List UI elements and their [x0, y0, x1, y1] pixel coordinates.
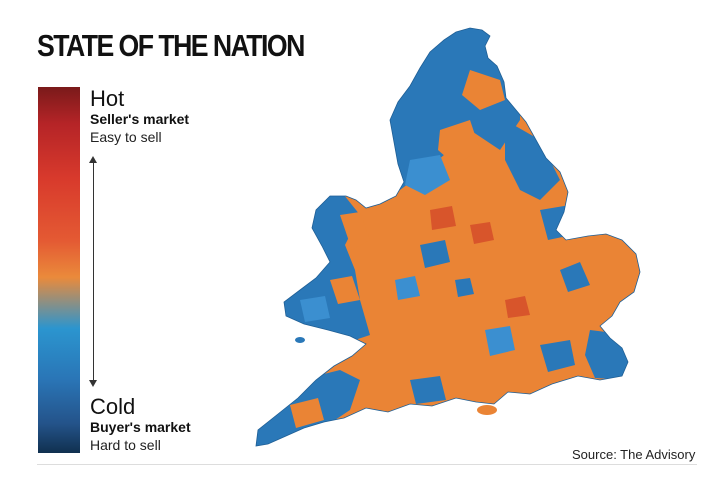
page-title: STATE OF THE NATION: [37, 28, 305, 63]
source-credit: Source: The Advisory: [572, 447, 696, 462]
legend-cold-market: Buyer's market: [90, 419, 191, 435]
legend-hot-label: Hot: [90, 86, 125, 111]
isle-of-wight: [477, 405, 497, 415]
legend-arrow-line: [93, 160, 94, 382]
arrow-down-icon: [89, 380, 97, 387]
map-regions: [256, 28, 640, 446]
legend-cold-label: Cold: [90, 394, 136, 419]
baseline-divider: [37, 464, 697, 465]
legend-hot-desc: Easy to sell: [90, 129, 162, 145]
arrow-up-icon: [89, 156, 97, 163]
legend-hot-market: Seller's market: [90, 111, 190, 127]
legend-cold-desc: Hard to sell: [90, 437, 161, 453]
legend-color-scale: [38, 87, 80, 453]
island-small: [295, 337, 305, 343]
